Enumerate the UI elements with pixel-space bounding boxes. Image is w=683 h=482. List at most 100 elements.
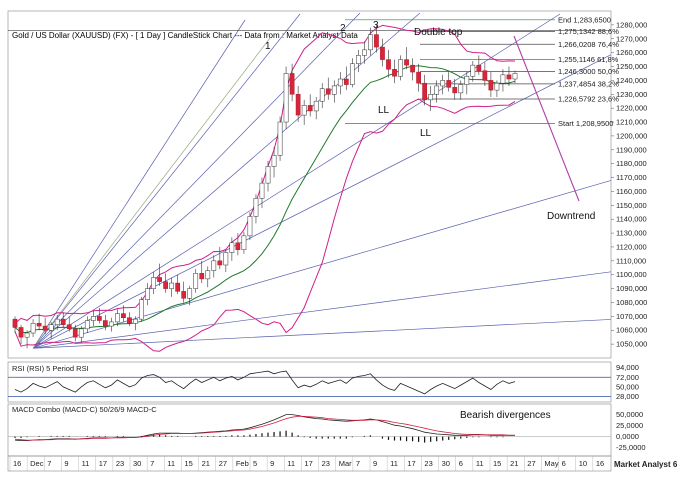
time-tick-label: 7 bbox=[356, 459, 360, 468]
candle-body bbox=[512, 73, 518, 80]
fib-level-label: 1,275,1342 88,6% bbox=[558, 27, 619, 36]
macd-tick-label: 50,0000 bbox=[616, 410, 643, 419]
time-tick-label: 11 bbox=[390, 459, 398, 468]
time-tick-label: 23 bbox=[424, 459, 432, 468]
price-tick-label: 1250,000 bbox=[616, 62, 647, 71]
price-tick-label: 1110,000 bbox=[616, 256, 646, 265]
time-tick-label: 11 bbox=[287, 459, 295, 468]
candle-body bbox=[60, 318, 66, 325]
candle-body bbox=[458, 84, 464, 94]
candle-body bbox=[253, 198, 259, 217]
candle-body bbox=[289, 73, 295, 95]
fib-level-label: 1,255,1146 61,8% bbox=[558, 55, 619, 64]
downtrend-label: Downtrend bbox=[547, 211, 595, 222]
time-tick-label: 17 bbox=[304, 459, 312, 468]
candle-body bbox=[42, 325, 48, 331]
time-tick-label: 11 bbox=[167, 459, 175, 468]
time-tick-label: 9 bbox=[270, 459, 274, 468]
time-tick-label: 17 bbox=[99, 459, 107, 468]
fib-level-label: Start 1,208,9500 bbox=[558, 119, 613, 128]
fib-level-label: 1,237,4854 38,2% bbox=[558, 79, 619, 88]
price-tick-label: 1260,000 bbox=[616, 48, 647, 57]
rsi-tick-label: 94,000 bbox=[616, 363, 639, 372]
candle-body bbox=[265, 166, 271, 184]
candle-body bbox=[223, 252, 229, 266]
rsi-panel: RSI (RSI) 5 Period RSI 94,00072,00050,000… bbox=[8, 363, 639, 401]
macd-tick-label: 0,0000 bbox=[616, 432, 639, 441]
macd-panel: MACD Combo (MACD-C) 50/26/9 MACD-C 50,000… bbox=[8, 405, 646, 452]
price-axis: 1050,000 1060,000 1070,000 1080,000 1090,000… bbox=[611, 20, 647, 349]
macd-tick-label: -25,0000 bbox=[616, 443, 646, 452]
candle-body bbox=[277, 121, 283, 156]
fan-line bbox=[32, 12, 421, 349]
candle-body bbox=[127, 317, 132, 324]
candle-body bbox=[205, 270, 211, 280]
time-tick-label: 21 bbox=[510, 459, 518, 468]
candle-body bbox=[271, 155, 277, 167]
candle-body bbox=[72, 328, 78, 338]
candle-body bbox=[428, 94, 434, 101]
lower-low-label-2: LL bbox=[420, 128, 432, 139]
time-tick-label: 10 bbox=[579, 459, 587, 468]
time-tick-label: 5 bbox=[253, 459, 257, 468]
candle-body bbox=[199, 273, 205, 280]
bearish-divergence-label: Bearish divergences bbox=[460, 410, 551, 421]
time-tick-label: 6 bbox=[562, 459, 566, 468]
lower-low-label-1: LL bbox=[378, 105, 390, 116]
candle-body bbox=[175, 282, 181, 292]
candle-body bbox=[229, 242, 235, 253]
candle-body bbox=[211, 260, 217, 271]
candle-body bbox=[235, 242, 241, 250]
candle-body bbox=[151, 277, 156, 289]
candle-body bbox=[313, 100, 319, 112]
time-tick-label: 30 bbox=[442, 459, 450, 468]
time-tick-label: 23 bbox=[116, 459, 124, 468]
candle-body bbox=[416, 71, 421, 84]
candle-body bbox=[380, 46, 385, 60]
candle-body bbox=[18, 327, 24, 338]
fib-level-label: 1,246,3000 50,0% bbox=[558, 67, 619, 76]
fan-line bbox=[32, 13, 301, 349]
candle-body bbox=[109, 321, 114, 327]
candle-body bbox=[410, 64, 415, 73]
candle-body bbox=[157, 277, 162, 282]
time-tick-label: 15 bbox=[184, 459, 192, 468]
candle-body bbox=[325, 88, 331, 95]
fan-line bbox=[33, 271, 612, 349]
time-tick-label: 6 bbox=[459, 459, 463, 468]
candle-body bbox=[331, 85, 337, 95]
candle-body bbox=[103, 320, 108, 327]
watermark: Market Analyst 6 bbox=[614, 460, 678, 469]
time-tick-label: 30 bbox=[133, 459, 141, 468]
time-tick-label: Feb bbox=[236, 459, 249, 468]
candle-body bbox=[440, 80, 446, 87]
candle-body bbox=[12, 318, 18, 328]
fib-level-label: 1,266,0208 76,4% bbox=[558, 40, 619, 49]
rsi-tick-label: 28,000 bbox=[616, 392, 639, 401]
fan-line bbox=[32, 19, 246, 349]
price-tick-label: 1120,000 bbox=[616, 242, 647, 251]
candle-body bbox=[295, 94, 301, 116]
fan-line bbox=[32, 12, 361, 349]
double-top-label: Double top bbox=[414, 27, 463, 38]
time-tick-label: 16 bbox=[13, 459, 21, 468]
candle-body bbox=[78, 328, 84, 338]
price-tick-label: 1130,000 bbox=[616, 229, 647, 238]
candle-body bbox=[392, 69, 397, 77]
candle-body bbox=[30, 323, 36, 334]
candle-body bbox=[356, 55, 361, 64]
candle-body bbox=[319, 88, 325, 102]
candle-body bbox=[259, 182, 265, 199]
time-tick-label: 7 bbox=[47, 459, 51, 468]
candle-body bbox=[163, 281, 168, 289]
fibonacci-retracement-levels: End 1,283,6500 1,275,1342 88,6% 1,266,0208… bbox=[8, 15, 619, 128]
candle-body bbox=[470, 64, 476, 77]
fan-line bbox=[33, 319, 612, 349]
candle-body bbox=[301, 105, 307, 116]
candle-body bbox=[506, 74, 512, 80]
rsi-title: RSI (RSI) 5 Period RSI bbox=[12, 364, 89, 373]
time-tick-label: 27 bbox=[527, 459, 535, 468]
moving-average bbox=[14, 65, 516, 334]
candle-body bbox=[181, 291, 187, 299]
candle-body bbox=[500, 74, 506, 84]
